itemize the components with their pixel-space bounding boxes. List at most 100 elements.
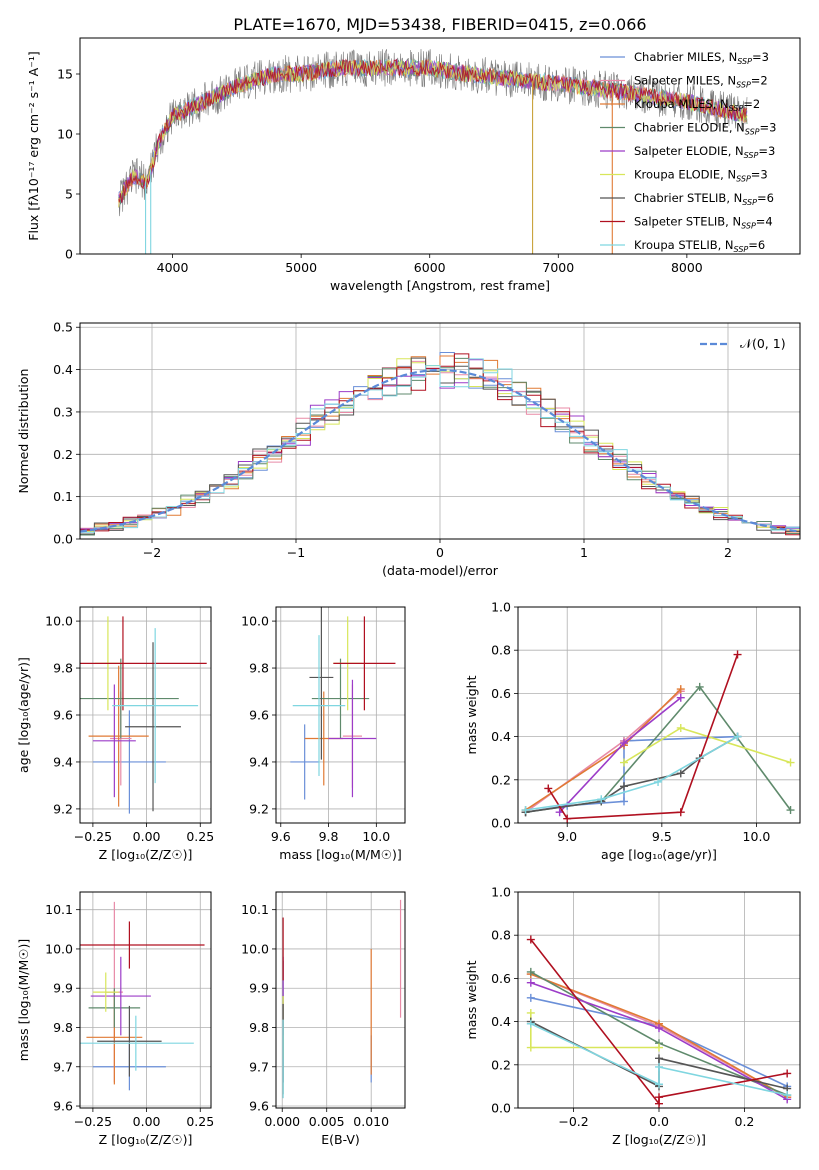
errorbar-point [80,658,179,739]
y-tick-label: 9.6 [53,1099,73,1114]
x-tick-label: 8000 [671,260,703,275]
y-tick-label: 10.0 [45,614,73,629]
y-tick-label: 0.2 [491,1057,511,1072]
y-tick-label: 0.8 [491,643,511,658]
y-tick-label: 9.4 [53,754,73,769]
y-tick-label: 10.1 [241,902,269,917]
x-tick-label: 10.0 [362,829,390,844]
histogram-series [80,358,800,533]
weight-point-marker [597,795,606,804]
y-axis-label: Normed distribution [16,369,31,494]
x-tick-label: −1 [287,545,305,560]
weight-point-marker [786,806,795,815]
weight-point-marker [526,1008,535,1017]
x-tick-label: 0.2 [735,1114,755,1129]
errorbar-point [80,921,205,969]
x-axis-label: mass [log₁₀(M/M☉)] [279,847,401,862]
x-tick-label: 0.0 [649,1114,669,1129]
panel-residuals: −2 −1 0 1 2 0.0 0.1 0.2 0.3 0.4 0.5 (data-model)/er… [16,320,801,578]
x-axis-label: wavelength [Angstrom, rest frame] [330,278,550,293]
plot-area [80,352,800,536]
legend-label: Chabrier ELODIE, NSSP=3 [634,121,776,137]
errorbar-point [90,956,151,1036]
errorbar-point [97,1005,162,1077]
y-tick-label: 9.9 [249,981,269,996]
y-tick-label: 10 [57,127,73,142]
weight-point-marker [544,784,553,793]
x-tick-label: 0.25 [186,1114,214,1129]
weight-point-marker [655,1054,663,1063]
weight-point-marker [563,814,572,823]
plot-area [526,935,792,1108]
y-tick-label: 1.0 [491,885,511,900]
panel-age-vs-Z: −0.25 0.00 0.25 9.2 9.4 9.6 9.8 10.0 Z [log₁₀(Z/… [16,606,214,862]
y-tick-label: 9.8 [53,661,73,676]
legend: Chabrier MILES, NSSP=3 Salpeter MILES, NS… [600,50,776,254]
y-tick-label: 0.0 [491,1101,511,1116]
weight-point-marker [655,1024,663,1033]
y-tick-label: 9.4 [249,754,269,769]
x-tick-label: 9.0 [557,829,577,844]
y-tick-label: 0.3 [53,404,73,419]
y-tick-label: 0.0 [53,532,73,547]
errorbar-point [80,616,207,711]
weight-point-marker [526,1019,535,1028]
legend-label: Kroupa ELODIE, NSSP=3 [634,168,768,184]
weight-point-marker [526,935,535,944]
weight-point-marker [676,769,685,778]
y-tick-label: 9.8 [249,661,269,676]
y-tick-label: 5 [65,187,73,202]
x-tick-label: 4000 [157,260,189,275]
weight-series-line [525,735,738,811]
errorbar-point [333,616,396,711]
weight-point-marker [619,739,628,748]
panel-age-vs-mass: 9.6 9.8 10.0 9.2 9.4 9.6 9.8 10.0 mass [log₁₀(M/… [241,606,406,862]
axes-frame [275,891,406,1109]
y-tick-label: 1.0 [491,600,511,615]
weight-point-marker [655,1093,663,1102]
errorbar-point [92,684,136,798]
spectrum-line [118,58,748,208]
panel-spectrum: 4000 5000 6000 7000 8000 0 5 10 15 wavelength [An… [26,37,801,293]
errorbar-point [125,642,181,812]
spectrum-line [118,58,748,204]
legend-label: Chabrier MILES, NSSP=3 [634,50,769,66]
x-tick-label: 0 [436,545,444,560]
weight-point-marker [655,1043,663,1052]
plot-area [80,616,207,814]
y-axis-label: age [log₁₀(age/yr)] [16,657,31,773]
y-axis-label: mass weight [464,675,479,754]
y-axis-label: mass weight [464,960,479,1039]
weight-point-marker [526,978,535,987]
panel-mass-vs-Z: −0.25 0.00 0.25 9.6 9.7 9.8 9.9 10.0 10.1 Z [log₁… [16,891,214,1147]
errorbar-point [80,1015,194,1071]
errorbar-point [292,635,346,777]
y-tick-label: 9.7 [53,1059,73,1074]
weight-point-marker [676,685,685,694]
weight-point-marker [619,797,628,806]
weight-point-marker [619,758,628,767]
legend-label: 𝒩(0, 1) [740,336,786,351]
x-tick-label: −2 [143,545,161,560]
x-tick-label: 10.0 [743,829,771,844]
errorbar-point [112,628,199,784]
weight-point-marker [655,1080,663,1089]
errorbar-point [328,679,377,798]
x-tick-label: 0.005 [309,1114,345,1129]
y-tick-label: 9.6 [53,708,73,723]
y-tick-label: 0.2 [53,447,73,462]
x-tick-label: −0.25 [74,829,112,844]
panel-massweight-vs-age: 9.0 9.5 10.0 0.0 0.2 0.4 0.6 0.8 1.0 age [log₁₀(a… [464,600,801,862]
weight-point-marker [655,1062,663,1071]
y-tick-label: 9.2 [53,801,73,816]
weight-point-marker [526,1043,535,1052]
y-tick-label: 0.0 [491,816,511,831]
errorbar-point [92,710,166,814]
errorbar-point [92,972,119,1012]
weight-point-marker [526,993,535,1002]
y-tick-label: 0.1 [53,489,73,504]
legend-label: Salpeter ELODIE, NSSP=3 [634,144,775,160]
y-tick-label: 9.7 [249,1059,269,1074]
weight-point-marker [619,782,628,791]
